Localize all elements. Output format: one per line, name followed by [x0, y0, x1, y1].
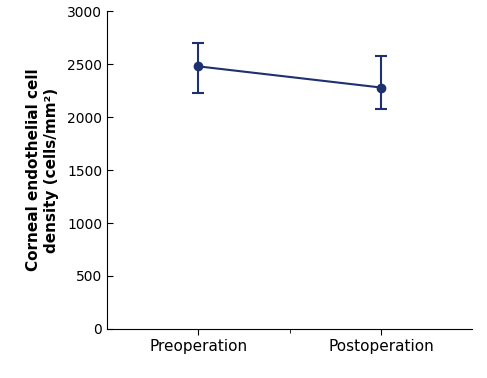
- Y-axis label: Corneal endothelial cell
density (cells/mm²): Corneal endothelial cell density (cells/…: [26, 69, 59, 271]
